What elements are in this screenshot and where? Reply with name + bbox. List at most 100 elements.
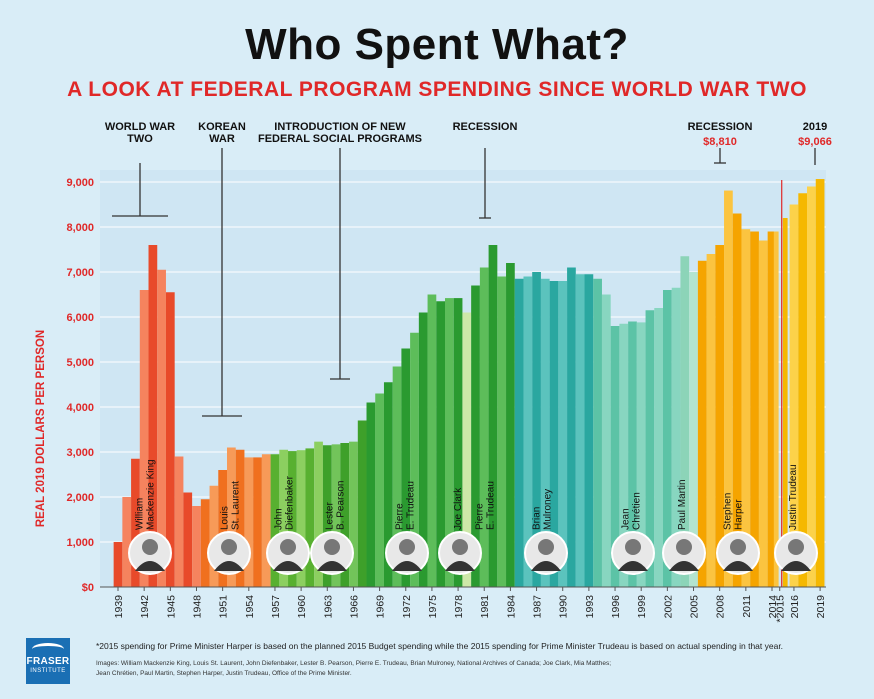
bar bbox=[654, 308, 663, 587]
x-tick-label: 1948 bbox=[191, 595, 203, 619]
y-tick-label: 8,000 bbox=[66, 222, 94, 234]
credits-line-2: Jean Chrétien, Paul Martin, Stephen Harp… bbox=[96, 670, 352, 677]
bar bbox=[807, 186, 816, 587]
annotation-label: WAR bbox=[209, 133, 235, 145]
bar bbox=[139, 290, 149, 587]
annotation-value: $8,810 bbox=[703, 136, 737, 148]
annotation-label: KOREAN bbox=[198, 121, 246, 133]
bar bbox=[383, 382, 393, 587]
bar bbox=[244, 457, 254, 587]
pm-name-label: John bbox=[274, 508, 285, 530]
x-tick-label: 1945 bbox=[165, 595, 177, 619]
bar bbox=[418, 312, 428, 587]
bar bbox=[549, 281, 559, 587]
pm-name-label: Stephen bbox=[723, 493, 734, 530]
portrait-body bbox=[214, 561, 244, 571]
bar bbox=[506, 263, 515, 587]
bar bbox=[331, 444, 341, 587]
bar bbox=[584, 274, 594, 587]
bar bbox=[218, 470, 227, 587]
pm-name-label: Jean bbox=[621, 508, 632, 530]
bar bbox=[558, 281, 568, 587]
bar bbox=[663, 290, 672, 587]
portrait-head bbox=[730, 539, 746, 555]
bar bbox=[279, 449, 289, 587]
bar bbox=[131, 458, 140, 587]
x-tick-label: 1966 bbox=[348, 595, 360, 619]
bar bbox=[157, 269, 166, 587]
logo-wave-icon bbox=[32, 643, 64, 655]
bar bbox=[497, 276, 507, 587]
bar bbox=[340, 443, 350, 587]
x-tick-label: 1999 bbox=[636, 595, 648, 619]
bar bbox=[750, 231, 759, 587]
logo-sub: INSTITUTE bbox=[30, 668, 66, 674]
portrait-body bbox=[669, 561, 699, 571]
bar bbox=[773, 231, 779, 587]
pm-name-label: Pierre bbox=[475, 503, 486, 530]
bar bbox=[593, 278, 602, 587]
fraser-institute-logo: FRASER INSTITUTE bbox=[26, 638, 70, 684]
bar bbox=[575, 274, 585, 587]
portrait-head bbox=[538, 539, 554, 555]
x-tick-label: 1951 bbox=[218, 595, 230, 619]
portrait-body bbox=[273, 561, 303, 571]
bar bbox=[148, 245, 158, 587]
bar bbox=[488, 245, 498, 587]
annotation-label: RECESSION bbox=[688, 121, 753, 133]
pm-name-label: Mackenzie King bbox=[146, 459, 157, 530]
x-tick-label: 1963 bbox=[322, 595, 334, 619]
bar bbox=[445, 298, 454, 587]
bar bbox=[253, 457, 262, 587]
x-tick-label: 2008 bbox=[715, 595, 727, 619]
portrait-head bbox=[625, 539, 641, 555]
y-tick-label: 9,000 bbox=[66, 177, 94, 189]
bar bbox=[235, 449, 245, 587]
portrait-body bbox=[618, 561, 648, 571]
pm-name-label: Harper bbox=[734, 499, 745, 530]
bar bbox=[741, 229, 751, 587]
pm-name-label: Lester bbox=[325, 502, 336, 530]
bar bbox=[436, 301, 445, 587]
portrait-head bbox=[221, 539, 237, 555]
bar bbox=[680, 256, 690, 587]
bar bbox=[706, 254, 716, 587]
pm-name-label: Justin Trudeau bbox=[788, 464, 799, 530]
bar bbox=[689, 272, 698, 587]
bar bbox=[523, 276, 533, 587]
bar bbox=[645, 310, 655, 587]
bar bbox=[122, 497, 132, 587]
bar bbox=[192, 506, 201, 587]
bar bbox=[392, 366, 402, 587]
bar bbox=[610, 326, 620, 587]
portrait-head bbox=[399, 539, 415, 555]
bar bbox=[270, 454, 280, 587]
y-tick-label: 6,000 bbox=[66, 312, 94, 324]
bar bbox=[697, 260, 707, 587]
bar bbox=[798, 193, 808, 587]
bar bbox=[732, 213, 742, 587]
x-tick-label: 2002 bbox=[662, 595, 674, 619]
x-tick-label: 2016 bbox=[789, 595, 801, 619]
y-tick-label: 4,000 bbox=[66, 402, 94, 414]
bar bbox=[782, 218, 788, 587]
x-tick-label: 1996 bbox=[610, 595, 622, 619]
portrait-body bbox=[723, 561, 753, 571]
portrait-body bbox=[531, 561, 561, 571]
x-tick-label: 1978 bbox=[453, 595, 465, 619]
bar bbox=[200, 499, 210, 587]
y-tick-label: 3,000 bbox=[66, 447, 94, 459]
portrait-body bbox=[445, 561, 475, 571]
pm-name-label: Louis bbox=[220, 506, 231, 530]
credits-line-1: Images: William Mackenzie King, Louis St… bbox=[96, 660, 612, 667]
bar bbox=[462, 312, 472, 587]
y-tick-label: 2,000 bbox=[66, 492, 94, 504]
x-tick-label: 1984 bbox=[505, 595, 517, 619]
chart-title: Who Spent What? bbox=[245, 20, 629, 69]
bar bbox=[305, 448, 315, 587]
x-tick-label: 1987 bbox=[532, 595, 544, 619]
pm-name-label: Joe Clark bbox=[453, 487, 464, 530]
x-tick-label: 1960 bbox=[296, 595, 308, 619]
pm-name-label: B. Pearson bbox=[336, 481, 347, 530]
